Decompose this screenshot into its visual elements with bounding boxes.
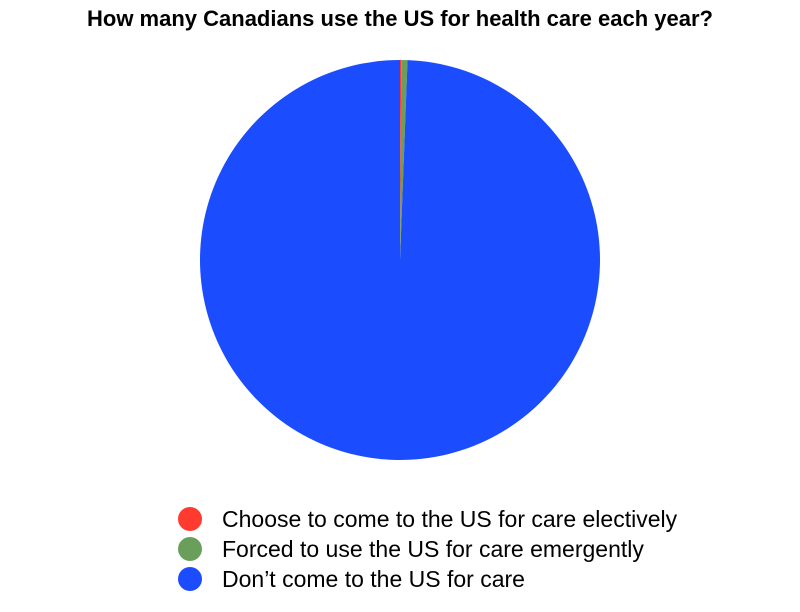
legend-label-emergent: Forced to use the US for care emergently (222, 535, 644, 562)
legend-marker-no-us-care (178, 567, 202, 591)
pie-slice-emergent (400, 60, 408, 260)
legend-item-emergent: Forced to use the US for care emergently (178, 534, 677, 564)
pie-chart (199, 60, 600, 460)
legend-marker-emergent (178, 537, 202, 561)
pie-slice-elective (400, 60, 402, 260)
legend-label-no-us-care: Don’t come to the US for care (222, 565, 525, 592)
pie-slice-no-us-care (199, 60, 600, 460)
chart-title: How many Canadians use the US for health… (87, 6, 713, 31)
legend-marker-elective (178, 507, 202, 531)
legend-item-no-us-care: Don’t come to the US for care (178, 564, 677, 594)
legend-label-elective: Choose to come to the US for care electi… (222, 505, 678, 532)
legend-item-elective: Choose to come to the US for care electi… (178, 504, 677, 534)
legend: Choose to come to the US for care electi… (178, 504, 677, 594)
